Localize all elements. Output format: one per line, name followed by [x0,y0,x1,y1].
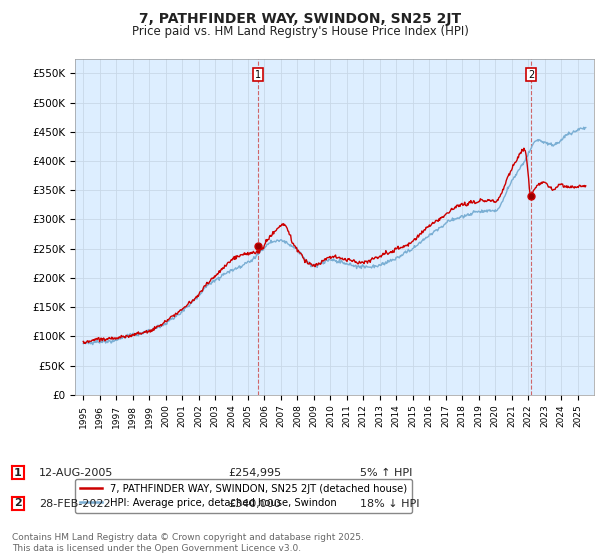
Text: Price paid vs. HM Land Registry's House Price Index (HPI): Price paid vs. HM Land Registry's House … [131,25,469,38]
Text: 1: 1 [14,468,22,478]
Text: Contains HM Land Registry data © Crown copyright and database right 2025.
This d: Contains HM Land Registry data © Crown c… [12,534,364,553]
Text: 18% ↓ HPI: 18% ↓ HPI [360,499,419,509]
Text: 12-AUG-2005: 12-AUG-2005 [39,468,113,478]
Text: £340,000: £340,000 [228,499,281,509]
Text: 5% ↑ HPI: 5% ↑ HPI [360,468,412,478]
Text: 2: 2 [14,498,22,508]
Text: 1: 1 [255,69,261,80]
Text: 28-FEB-2022: 28-FEB-2022 [39,499,110,509]
Text: £254,995: £254,995 [228,468,281,478]
Text: 7, PATHFINDER WAY, SWINDON, SN25 2JT: 7, PATHFINDER WAY, SWINDON, SN25 2JT [139,12,461,26]
Text: 2: 2 [528,69,534,80]
Legend: 7, PATHFINDER WAY, SWINDON, SN25 2JT (detached house), HPI: Average price, detac: 7, PATHFINDER WAY, SWINDON, SN25 2JT (de… [75,479,412,513]
